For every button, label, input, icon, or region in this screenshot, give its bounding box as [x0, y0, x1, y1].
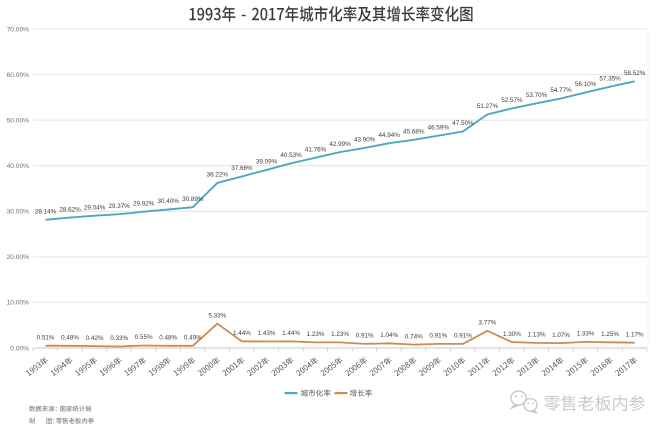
svg-text:1.25%: 1.25% — [601, 331, 619, 338]
svg-text:70.00%: 70.00% — [7, 26, 30, 33]
svg-text:1.44%: 1.44% — [282, 330, 300, 337]
svg-text:58.52%: 58.52% — [624, 70, 646, 77]
svg-text:30.89%: 30.89% — [182, 196, 204, 203]
svg-text:53.70%: 53.70% — [526, 92, 548, 99]
svg-text:36.22%: 36.22% — [207, 172, 229, 179]
svg-text:57.35%: 57.35% — [599, 75, 621, 82]
svg-text:10.00%: 10.00% — [7, 300, 30, 307]
svg-text:1.04%: 1.04% — [380, 332, 398, 339]
svg-text:30.40%: 30.40% — [158, 198, 180, 205]
svg-text:29.04%: 29.04% — [84, 204, 106, 211]
svg-text:1.23%: 1.23% — [307, 331, 325, 338]
svg-text:56.10%: 56.10% — [575, 81, 597, 88]
svg-text:54.77%: 54.77% — [550, 87, 572, 94]
svg-text:1.43%: 1.43% — [258, 330, 276, 337]
svg-text:41.76%: 41.76% — [305, 146, 327, 153]
svg-text:30.00%: 30.00% — [7, 209, 30, 216]
svg-text:40.53%: 40.53% — [280, 152, 302, 159]
svg-text:0.91%: 0.91% — [429, 333, 447, 340]
svg-text:0.91%: 0.91% — [454, 333, 472, 340]
svg-text:1.33%: 1.33% — [577, 331, 595, 338]
svg-text:0.55%: 0.55% — [135, 334, 153, 341]
svg-text:1.23%: 1.23% — [331, 331, 349, 338]
svg-text:46.59%: 46.59% — [428, 124, 450, 131]
svg-text:1.44%: 1.44% — [233, 330, 251, 337]
svg-text:29.92%: 29.92% — [133, 200, 155, 207]
svg-text:42.99%: 42.99% — [329, 141, 351, 148]
svg-text:52.57%: 52.57% — [501, 97, 523, 104]
svg-text:0.33%: 0.33% — [110, 335, 128, 342]
svg-text:28.62%: 28.62% — [59, 206, 81, 213]
svg-text:0.51%: 0.51% — [37, 334, 55, 341]
svg-text:51.27%: 51.27% — [477, 103, 499, 110]
svg-text:0.91%: 0.91% — [356, 333, 374, 340]
svg-text:60.00%: 60.00% — [7, 72, 30, 79]
svg-text:5.33%: 5.33% — [208, 312, 226, 319]
svg-text:1.07%: 1.07% — [552, 332, 570, 339]
svg-text:0.00%: 0.00% — [10, 345, 29, 352]
svg-text:1.30%: 1.30% — [503, 331, 521, 338]
svg-text:45.68%: 45.68% — [403, 129, 425, 136]
svg-text:0.42%: 0.42% — [86, 335, 104, 342]
svg-text:37.66%: 37.66% — [231, 165, 253, 172]
svg-text:44.94%: 44.94% — [379, 132, 401, 139]
svg-text:39.09%: 39.09% — [256, 159, 278, 166]
svg-text:0.74%: 0.74% — [405, 333, 423, 340]
svg-text:50.00%: 50.00% — [7, 117, 30, 124]
svg-text:28.14%: 28.14% — [35, 209, 57, 216]
svg-text:43.90%: 43.90% — [354, 137, 376, 144]
svg-text:40.00%: 40.00% — [7, 163, 30, 170]
svg-text:1.17%: 1.17% — [626, 331, 644, 338]
svg-text:29.37%: 29.37% — [109, 203, 131, 210]
svg-text:0.48%: 0.48% — [159, 335, 177, 342]
svg-text:0.48%: 0.48% — [61, 335, 79, 342]
svg-text:3.77%: 3.77% — [478, 320, 496, 327]
svg-text:0.49%: 0.49% — [184, 335, 202, 342]
svg-text:20.00%: 20.00% — [7, 254, 30, 261]
svg-text:1.13%: 1.13% — [528, 332, 546, 339]
svg-text:47.50%: 47.50% — [452, 120, 474, 127]
